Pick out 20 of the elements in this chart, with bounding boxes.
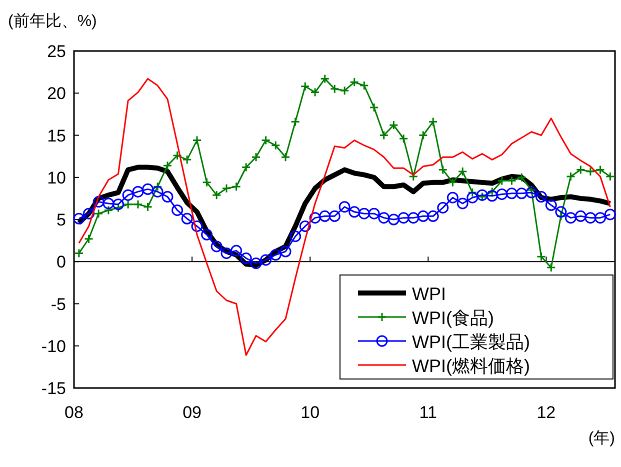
y-tick-label: 0 — [56, 252, 66, 272]
y-tick-label: 25 — [47, 42, 66, 61]
y-tick-label: 5 — [56, 210, 66, 230]
y-axis-title: (前年比、%) — [8, 12, 97, 30]
y-tick-label: -10 — [41, 336, 66, 356]
x-tick-label: 12 — [536, 403, 556, 422]
y-tick-label: 15 — [47, 126, 66, 146]
y-tick-label: -15 — [41, 379, 66, 398]
legend-label: WPI — [412, 284, 446, 304]
x-tick-label: 10 — [300, 403, 320, 422]
x-tick-label: 09 — [182, 403, 202, 422]
legend-label: WPI(工業製品) — [412, 332, 530, 352]
y-tick-label: 10 — [47, 168, 66, 188]
legend-label: WPI(食品) — [412, 308, 494, 328]
y-tick-label: 20 — [47, 84, 66, 104]
y-tick-label: -5 — [50, 294, 66, 314]
x-axis-title: (年) — [588, 430, 615, 447]
x-tick-label: 08 — [64, 403, 84, 422]
x-tick-label: 11 — [419, 403, 437, 422]
legend-label: WPI(燃料価格) — [412, 356, 530, 376]
